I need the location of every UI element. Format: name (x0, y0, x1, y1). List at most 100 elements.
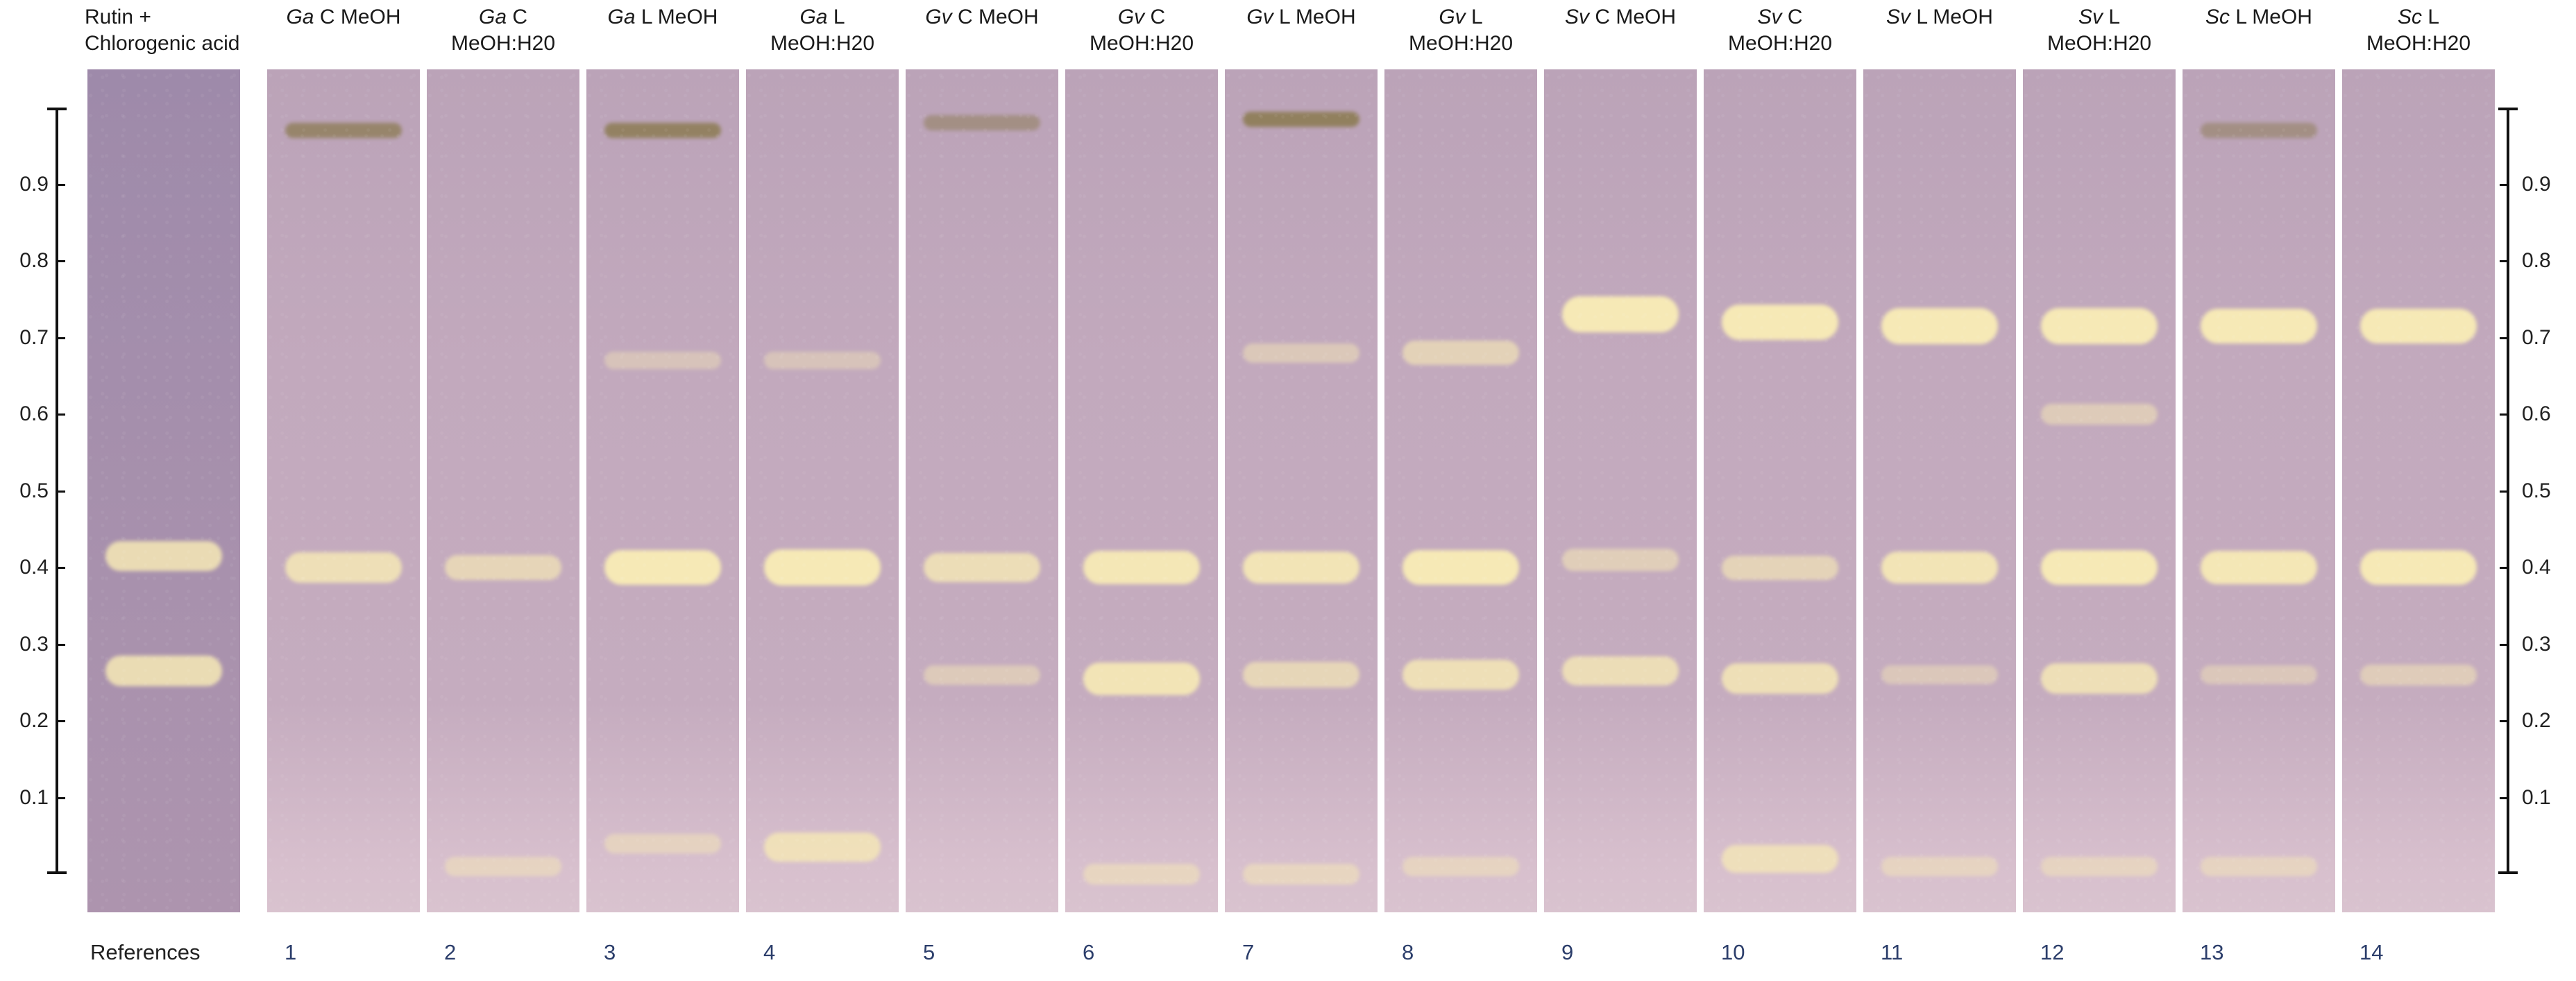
extract-label: C MeOH (951, 6, 1039, 28)
extract-label: L (2102, 6, 2121, 28)
lane-header-line2: MeOH:H20 (1089, 32, 1194, 55)
species-abbreviation: Gv (1246, 6, 1273, 28)
scale-tick-label: 0.1 (2522, 785, 2551, 809)
scale-tick-label: 0.9 (19, 172, 49, 196)
band-rf-0-4 (764, 549, 881, 586)
lane-number-references: References (90, 940, 201, 964)
lane-header-4: Ga L MeOH:H20 (746, 4, 899, 67)
plate-lane-8 (1384, 69, 1537, 912)
lane-header-line2: Chlorogenic acid (85, 32, 240, 55)
lane-header-7: Gv L MeOH (1225, 4, 1378, 67)
band-rf-0-26 (2201, 665, 2317, 684)
scale-tick-label: 0.4 (2522, 556, 2551, 579)
band-rf-0-715 (2041, 307, 2158, 344)
band-rf-0 (1083, 864, 1200, 885)
band-rf-0-26 (1243, 662, 1359, 688)
scale-tick-label: 0.7 (19, 325, 49, 349)
band-rf-0-97 (2201, 123, 2317, 139)
scale-tick-label: 0.8 (19, 249, 49, 272)
lane-header-line1: Sc L (2398, 4, 2439, 31)
scale-tick (56, 490, 65, 493)
band-rf-0-4 (2201, 550, 2317, 585)
lane-number: 9 (1561, 940, 1574, 964)
lane-number: 12 (2040, 940, 2065, 964)
scale-tick (2500, 183, 2509, 186)
scale-cap-bottom (2498, 871, 2518, 874)
plate-lane-11 (1863, 69, 2016, 912)
plate-lane-14 (2342, 69, 2495, 912)
lane-header-line1: Ga C (479, 4, 527, 31)
band-rf-0-255 (1083, 662, 1200, 695)
scale-tick-label: 0.1 (19, 785, 49, 809)
band-rf-0-26 (1403, 659, 1519, 690)
lane-header-8: Gv L MeOH:H20 (1384, 4, 1537, 67)
species-abbreviation: Ga (478, 6, 507, 28)
lane-header-line2: MeOH:H20 (2047, 32, 2152, 55)
rf-scale-right: 0.1 0.2 0.3 0.4 0.5 0.6 0.7 0.8 0.9 (2498, 108, 2575, 874)
band-rf-0-26 (924, 665, 1040, 685)
band-rf-0-97 (604, 123, 721, 139)
plate-lane-13 (2183, 69, 2335, 912)
lane-header-line1: Ga C MeOH (286, 4, 400, 31)
species-abbreviation: Sv (1564, 6, 1589, 28)
band-rf-0-68 (1403, 341, 1519, 366)
band-rf-0-985 (1243, 111, 1359, 127)
band-rf-0-41 (1562, 549, 1679, 571)
lane-number: 6 (1083, 940, 1095, 964)
band-rf-0-01 (445, 856, 561, 877)
lane-header-10: Sv C MeOH:H20 (1704, 4, 1856, 67)
band-rf-0-4 (285, 552, 402, 583)
band-rf-0-73 (1562, 296, 1679, 333)
band-rf-0-72 (1722, 305, 1838, 340)
lane-number: 13 (2200, 940, 2224, 964)
lane-header-6: Gv C MeOH:H20 (1065, 4, 1218, 67)
plate-lane-5 (906, 69, 1058, 912)
band-rf-0-01 (2041, 856, 2158, 877)
band-rf-0-04 (604, 833, 721, 853)
lane-number: 11 (1881, 940, 1904, 964)
band-rf-0-26 (2360, 664, 2477, 685)
lane-number: 14 (2359, 940, 2384, 964)
scale-tick-label: 0.9 (2522, 172, 2551, 196)
lane-number: 10 (1721, 940, 1745, 964)
plate-lane-7 (1225, 69, 1378, 912)
band-rf-0-26 (1881, 665, 1998, 684)
lane-header-line2: MeOH:H20 (770, 32, 875, 55)
band-rf-0-67 (604, 352, 721, 370)
plate-lane-reference (87, 69, 240, 912)
extract-label: C MeOH (314, 6, 401, 28)
lane-header-12: Sv L MeOH:H20 (2023, 4, 2176, 67)
lane-header-3: Ga L MeOH (586, 4, 739, 67)
extract-label: C MeOH (1589, 6, 1677, 28)
lane-header-9: Sv C MeOH (1544, 4, 1697, 67)
scale-tick-label: 0.5 (2522, 479, 2551, 502)
species-abbreviation: Sc (2205, 6, 2230, 28)
scale-tick-label: 0.3 (19, 632, 49, 656)
scale-tick-label: 0.6 (2522, 402, 2551, 425)
scale-tick (2500, 796, 2509, 799)
plate-lane-10 (1704, 69, 1856, 912)
band-rf-0-68 (1243, 343, 1359, 363)
band-rf-0-4 (924, 553, 1040, 582)
band-rf-0-265 (105, 656, 222, 686)
band-rf-0-01 (1403, 856, 1519, 877)
plate-lane-3 (586, 69, 739, 912)
lane-header-5: Gv C MeOH (906, 4, 1058, 67)
rf-scale-left: 0.1 0.2 0.3 0.4 0.5 0.6 0.7 0.8 0.9 (0, 108, 76, 874)
band-rf-0-02 (1722, 844, 1838, 873)
lane-header-line1: Gv L (1439, 4, 1482, 31)
band-rf-0-4 (604, 549, 721, 586)
extract-label: C (507, 6, 528, 28)
scale-tick-label: 0.4 (19, 556, 49, 579)
scale-tick (56, 796, 65, 799)
band-rf-0-265 (1562, 656, 1679, 686)
lane-header-13: Sc L MeOH (2183, 4, 2335, 67)
lane-header-line1: Gv C MeOH (925, 4, 1038, 31)
lane-header-line1: Ga L (799, 4, 845, 31)
band-rf-0-98 (924, 115, 1040, 131)
extract-label: C (1144, 6, 1166, 28)
extract-label: L (2421, 6, 2440, 28)
species-abbreviation: Gv (1117, 6, 1145, 28)
extract-label: L MeOH (1273, 6, 1356, 28)
scale-tick (2500, 567, 2509, 569)
